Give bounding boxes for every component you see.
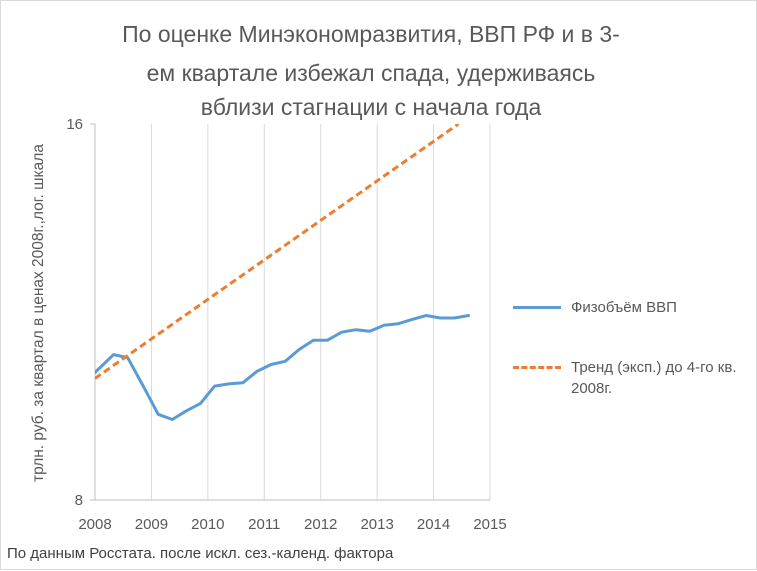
series-line-trend: [95, 124, 460, 380]
x-tick-label-2008: 2008: [78, 516, 111, 533]
source-note: По данным Росстата. после искл. сез.-кал…: [7, 545, 394, 562]
x-tick-label-2009: 2009: [135, 516, 168, 533]
chart-title-line-3: вблизи стагнации с начала года: [200, 94, 542, 120]
x-tick-label-2013: 2013: [360, 516, 393, 533]
legend-swatch-gdp: [513, 306, 561, 309]
legend-label-gdp: Физобъём ВВП: [571, 299, 677, 316]
x-tick-label-2012: 2012: [304, 516, 337, 533]
legend-label-trend: Тренд (эксп.) до 4-го кв. 2008г.: [571, 359, 737, 397]
x-tick-label-2011: 2011: [248, 516, 280, 533]
legend-swatch-trend: [513, 366, 561, 369]
x-tick-label-2010: 2010: [191, 516, 224, 533]
legend-item-trend: Тренд (эксп.) до 4-го кв. 2008г.: [513, 357, 751, 399]
series-line-gdp: [95, 314, 471, 421]
y-tick-label-8: 8: [75, 492, 83, 509]
y-tick-label-16: 16: [66, 116, 83, 133]
x-tick-label-2015: 2015: [473, 516, 506, 533]
chart-title-line-2: ем квартале избежал спада, удерживаясь: [146, 60, 596, 86]
legend-item-gdp: Физобъём ВВП: [513, 297, 751, 318]
chart-title-line-1: По оценке Минэкономразвития, ВВП РФ и в …: [122, 21, 620, 47]
x-tick-label-2014: 2014: [417, 516, 450, 533]
